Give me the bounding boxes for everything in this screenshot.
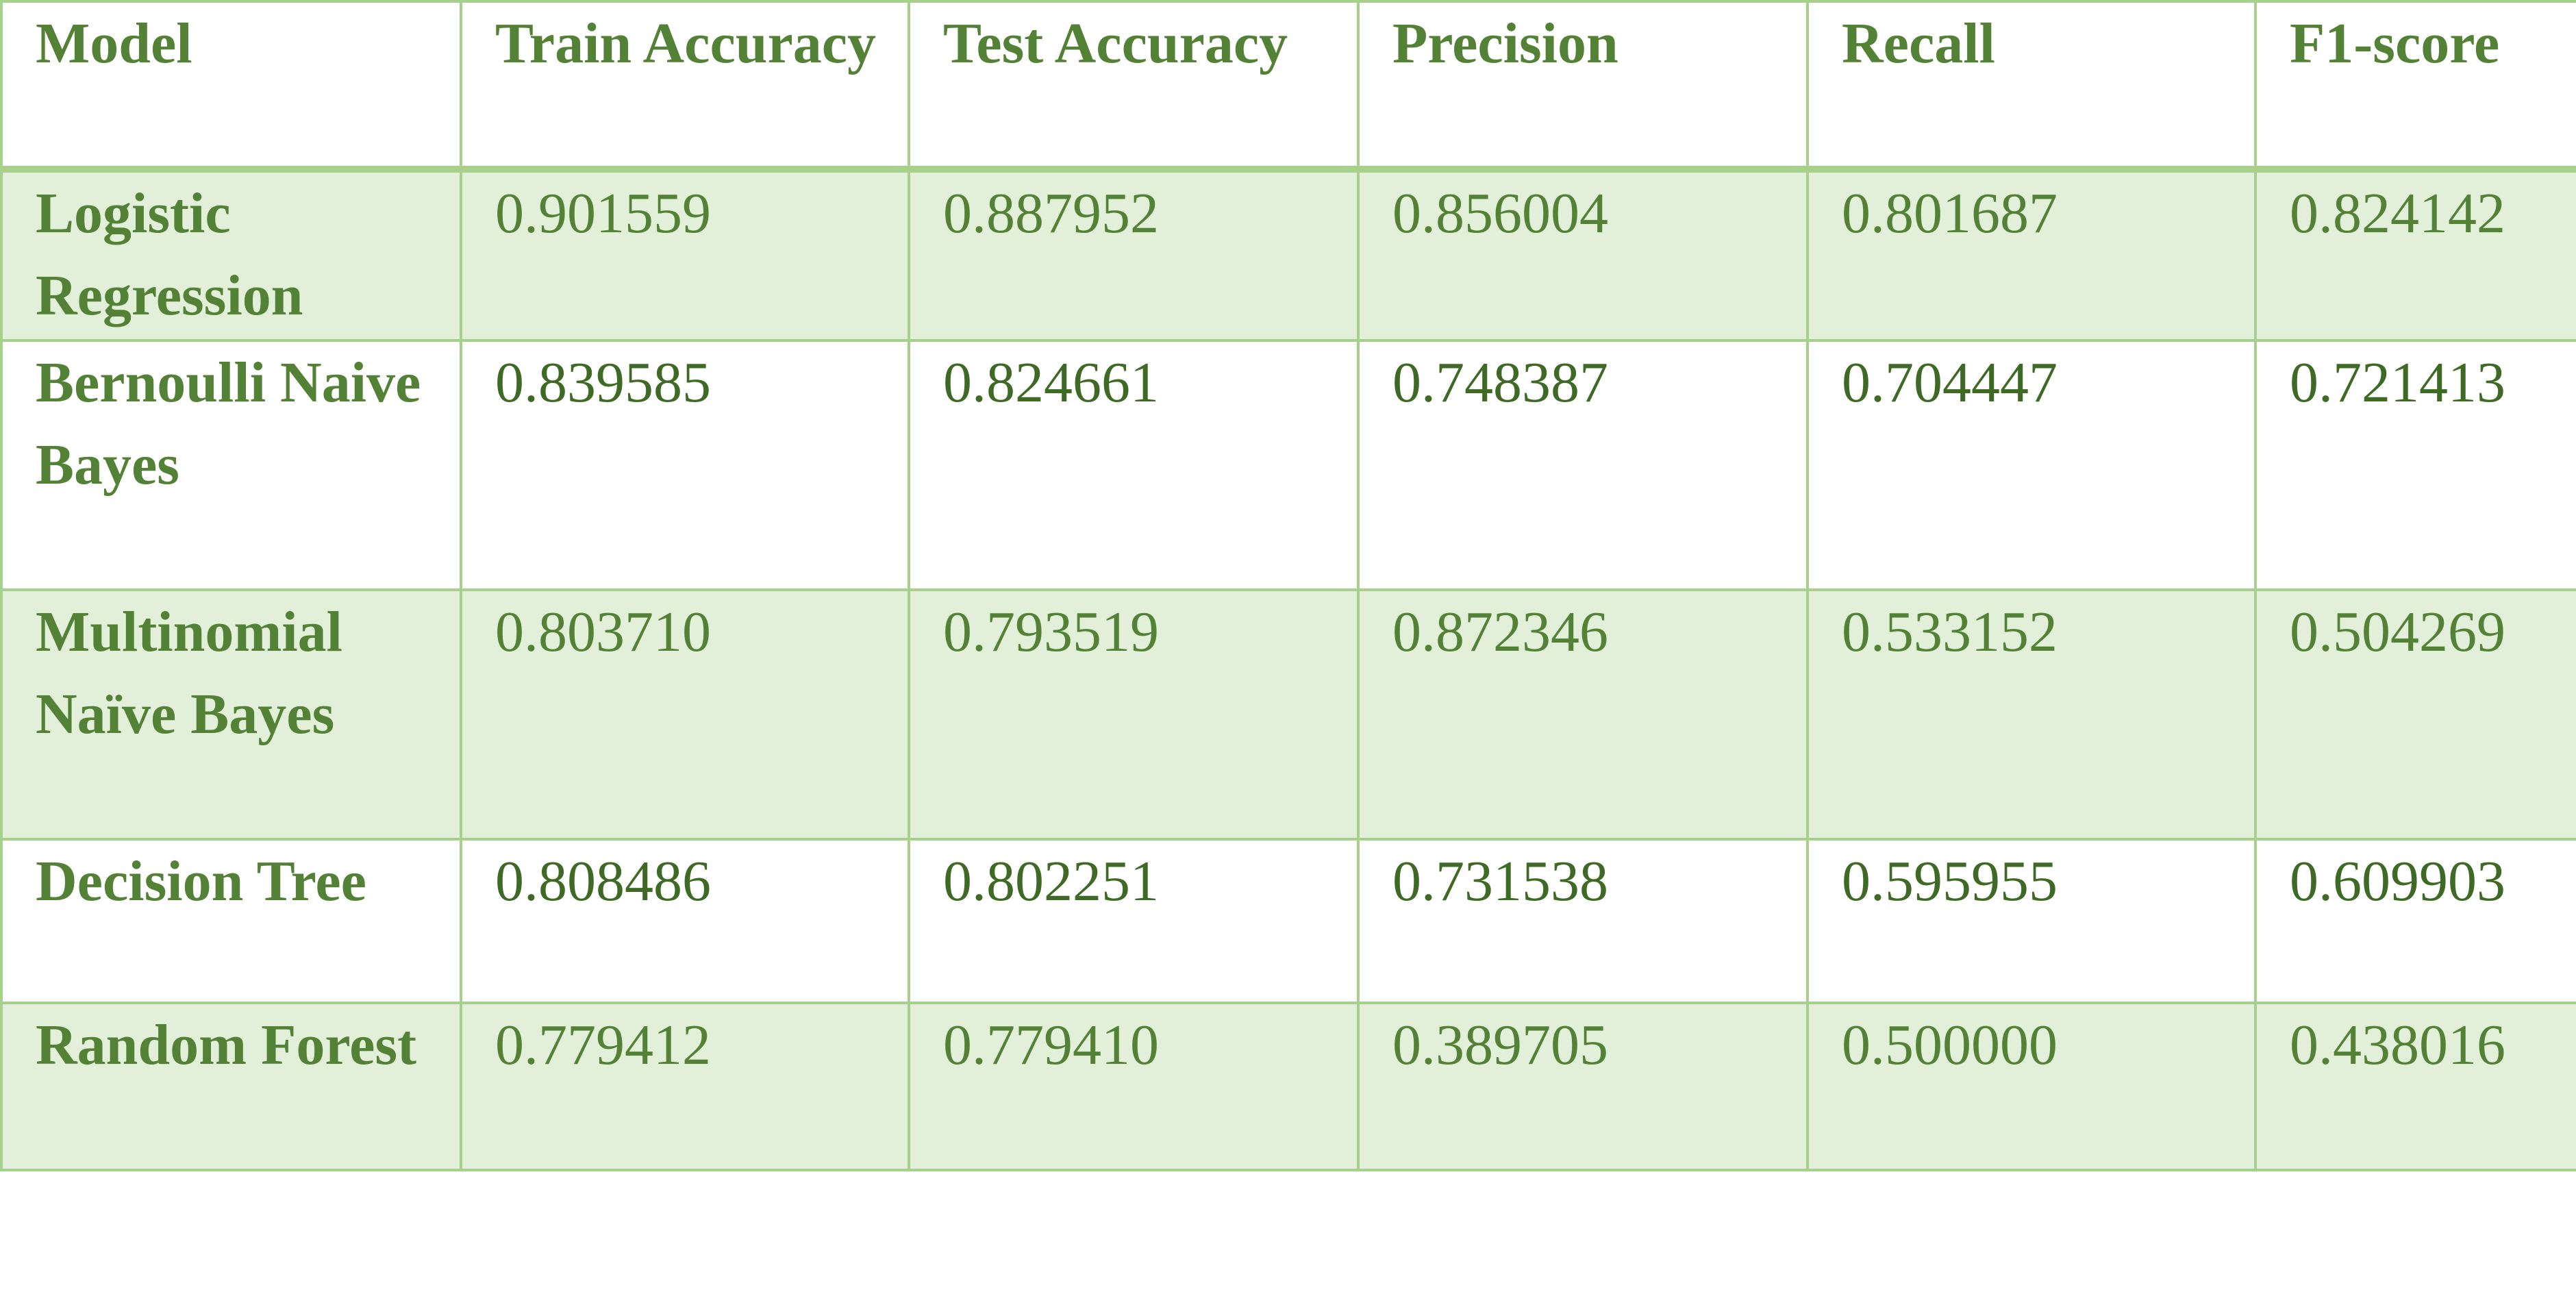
cell-train-accuracy: 0.901559 <box>460 168 910 342</box>
table-row: Decision Tree 0.808486 0.802251 0.731538… <box>0 838 2576 1004</box>
column-header-train-accuracy: Train Accuracy <box>460 0 910 173</box>
cell-train-accuracy: 0.839585 <box>460 339 910 591</box>
cell-f1-score: 0.721413 <box>2254 339 2576 591</box>
column-header-precision: Precision <box>1357 0 1809 173</box>
cell-precision: 0.748387 <box>1357 339 1809 591</box>
cell-f1-score: 0.504269 <box>2254 588 2576 841</box>
table-row: Logistic Regression 0.901559 0.887952 0.… <box>0 168 2576 342</box>
cell-recall: 0.801687 <box>1806 168 2257 342</box>
cell-test-accuracy: 0.802251 <box>908 838 1360 1004</box>
cell-f1-score: 0.824142 <box>2254 168 2576 342</box>
cell-recall: 0.500000 <box>1806 1002 2257 1171</box>
table-row: Random Forest 0.779412 0.779410 0.389705… <box>0 1002 2576 1171</box>
header-row: Model Train Accuracy Test Accuracy Preci… <box>0 0 2576 173</box>
cell-test-accuracy: 0.887952 <box>908 168 1360 342</box>
cell-recall: 0.533152 <box>1806 588 2257 841</box>
cell-precision: 0.856004 <box>1357 168 1809 342</box>
row-label-random-forest: Random Forest <box>0 1002 462 1171</box>
cell-recall: 0.704447 <box>1806 339 2257 591</box>
row-label-logistic-regression: Logistic Regression <box>0 168 462 342</box>
table-row: Multinomial Naïve Bayes 0.803710 0.79351… <box>0 588 2576 841</box>
column-header-f1-score: F1-score <box>2254 0 2576 173</box>
cell-f1-score: 0.438016 <box>2254 1002 2576 1171</box>
model-metrics-table: Model Train Accuracy Test Accuracy Preci… <box>0 0 2576 1171</box>
cell-train-accuracy: 0.779412 <box>460 1002 910 1171</box>
row-label-decision-tree: Decision Tree <box>0 838 462 1004</box>
cell-train-accuracy: 0.803710 <box>460 588 910 841</box>
cell-test-accuracy: 0.779410 <box>908 1002 1360 1171</box>
table-row: Bernoulli Naive Bayes 0.839585 0.824661 … <box>0 339 2576 591</box>
row-label-bernoulli-naive-bayes: Bernoulli Naive Bayes <box>0 339 462 591</box>
cell-precision: 0.872346 <box>1357 588 1809 841</box>
column-header-model: Model <box>0 0 462 173</box>
cell-precision: 0.731538 <box>1357 838 1809 1004</box>
cell-train-accuracy: 0.808486 <box>460 838 910 1004</box>
cell-f1-score: 0.609903 <box>2254 838 2576 1004</box>
column-header-test-accuracy: Test Accuracy <box>908 0 1360 173</box>
cell-test-accuracy: 0.793519 <box>908 588 1360 841</box>
row-label-multinomial-naive-bayes: Multinomial Naïve Bayes <box>0 588 462 841</box>
cell-recall: 0.595955 <box>1806 838 2257 1004</box>
column-header-recall: Recall <box>1806 0 2257 173</box>
cell-precision: 0.389705 <box>1357 1002 1809 1171</box>
cell-test-accuracy: 0.824661 <box>908 339 1360 591</box>
